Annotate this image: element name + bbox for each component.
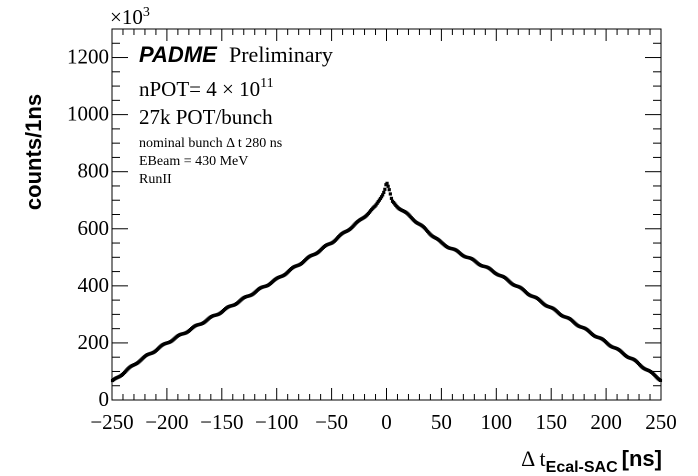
data-point (379, 195, 384, 199)
x-tick-label: −50 (315, 410, 348, 434)
y-tick-label: 600 (78, 216, 110, 240)
x-tick-label: 200 (590, 410, 622, 434)
y-axis-title: counts/1ns (21, 94, 46, 210)
status-label: Preliminary (229, 42, 333, 67)
data-point (388, 192, 392, 196)
plot-frame (111, 28, 662, 401)
data-points (110, 181, 663, 383)
y-tick-label: 1200 (67, 45, 109, 69)
data-point (386, 184, 390, 188)
x-axis-title: Δ tEcal-SAC [ns] (521, 446, 662, 476)
x-tick-label: 100 (481, 410, 513, 434)
experiment-logo: PADME (139, 42, 218, 67)
y-tick-label: 1000 (67, 102, 109, 126)
data-point (389, 196, 394, 200)
x-tick-label: −150 (200, 410, 243, 434)
data-point (387, 188, 391, 192)
data-point (381, 193, 385, 197)
data-point (378, 196, 383, 201)
x-tick-label: 150 (535, 410, 567, 434)
x-tick-label: 0 (381, 410, 392, 434)
annotation-block: PADME Preliminary nPOT= 4 × 1011 27k POT… (139, 42, 333, 187)
bunch-dt-label: nominal bunch Δ t 280 ns (139, 136, 282, 151)
x-tick-label: −200 (145, 410, 188, 434)
data-point (385, 181, 389, 185)
x-tick-label: 250 (645, 410, 677, 434)
run-label: RunII (139, 172, 172, 187)
data-point (382, 190, 386, 195)
pot-bunch-label: 27k POT/bunch (139, 105, 273, 129)
y-multiplier: ×103 (110, 5, 150, 29)
npot-label: nPOT= 4 × 1011 (139, 76, 274, 101)
x-tick-label: 50 (431, 410, 452, 434)
x-tick-label: −250 (90, 410, 133, 434)
axes: −250 −200 −150 −100 −50 0 50 100 150 200 250 0 200 40… (67, 28, 677, 434)
data-point (377, 198, 381, 202)
ebeam-label: EBeam = 430 MeV (139, 154, 248, 169)
data-point (374, 203, 378, 207)
y-tick-label: 200 (78, 330, 110, 354)
y-tick-label: 800 (78, 159, 110, 183)
x-tick-label: −100 (255, 410, 298, 434)
data-point (658, 378, 663, 383)
y-tick-label: 0 (99, 387, 110, 411)
y-tick-label: 400 (78, 273, 110, 297)
data-point (383, 187, 387, 191)
